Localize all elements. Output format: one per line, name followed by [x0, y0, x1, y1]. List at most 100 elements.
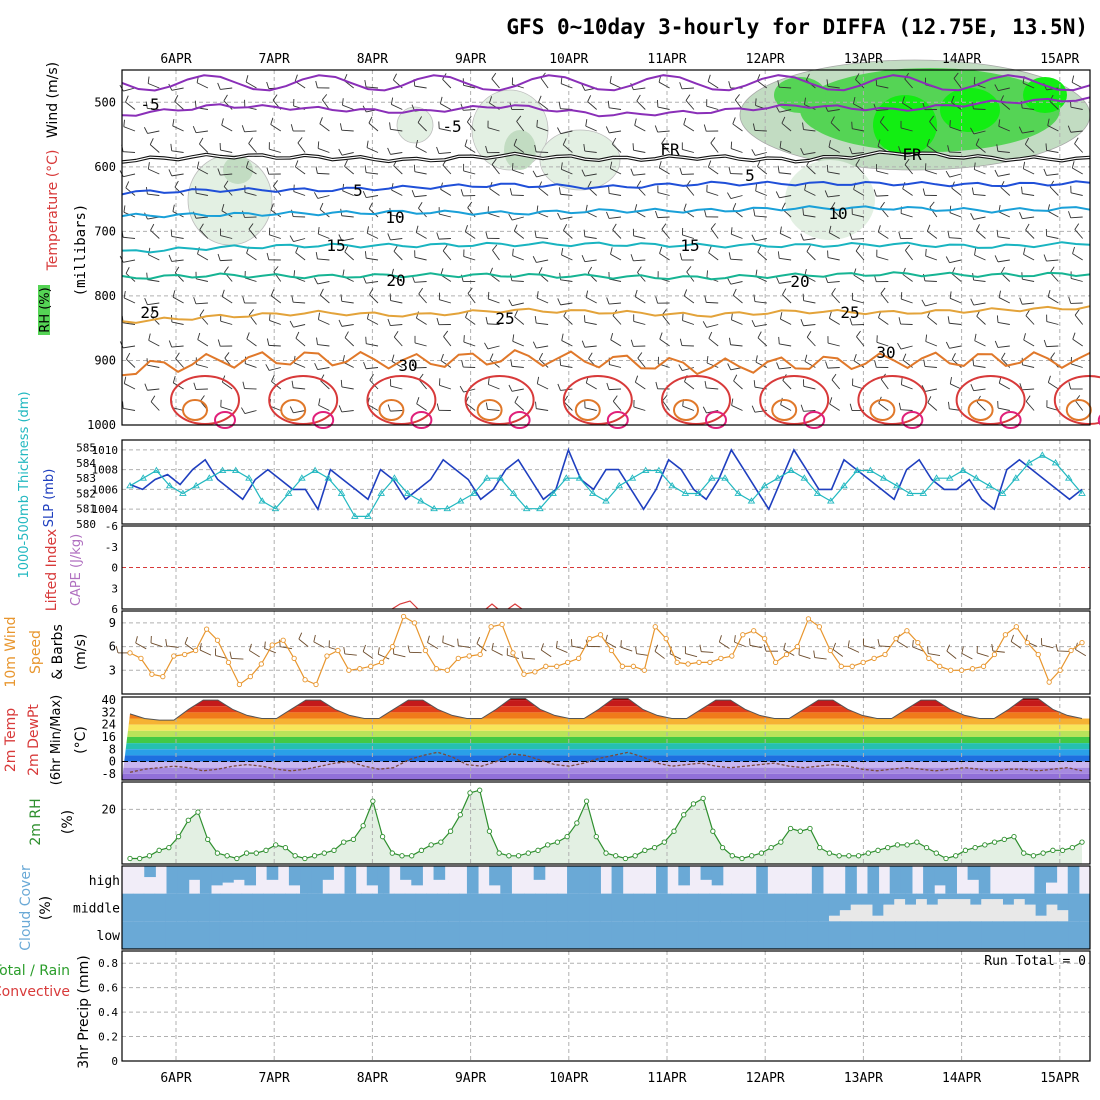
wind-speed-point — [751, 628, 757, 634]
wind-barb-flag — [847, 640, 850, 648]
cloud-bar-high — [967, 866, 980, 880]
precip-tick-0.6: 0.6 — [98, 982, 118, 995]
wind-barb-flag — [172, 204, 175, 212]
wind-barb-staff — [439, 299, 452, 304]
rh-area — [130, 790, 1082, 864]
wind-barb-staff — [610, 339, 622, 347]
thickness-point — [324, 474, 333, 481]
wind-barb — [679, 167, 694, 175]
wind-barb-staff — [733, 294, 743, 304]
wind-barb-flag — [637, 352, 643, 359]
wind-barb — [634, 375, 646, 390]
cloud-bar-low — [230, 921, 243, 949]
wind-barb-staff — [829, 317, 840, 325]
wind-barb — [168, 169, 184, 177]
wind-barb-staff — [1048, 382, 1059, 390]
wind-barb-staff — [633, 87, 646, 91]
wind-barb-flag — [466, 115, 472, 123]
wind-barb — [798, 647, 811, 660]
rh-shade-region — [223, 156, 253, 184]
wind-barb-staff — [1072, 167, 1083, 175]
wind-barb — [609, 75, 622, 89]
wind-barb-staff — [951, 187, 962, 196]
wind-barb-staff — [1046, 345, 1059, 348]
wind-tick-9: 9 — [109, 616, 116, 630]
wind-barb-flag — [509, 188, 513, 196]
wind-units-label: (m/s) — [73, 634, 89, 671]
wind-barb-flag — [508, 213, 513, 221]
wind-barb-flag — [776, 362, 780, 370]
rh-point — [855, 853, 862, 859]
wind-barb-staff — [779, 172, 792, 175]
thickness-point — [483, 474, 491, 481]
wind-barb-staff — [393, 653, 406, 658]
wind-barb-staff — [661, 229, 670, 239]
wind-barb — [532, 256, 549, 263]
wind-barb-flag — [436, 403, 440, 411]
wind-barb-staff — [341, 215, 354, 218]
wind-barb — [585, 290, 597, 304]
wind-barb-staff — [803, 385, 816, 390]
wind-barb-staff — [293, 238, 306, 243]
wind-barb-flag — [199, 643, 202, 651]
contour-label-fr: FR — [660, 140, 680, 159]
wind-barb-flag — [998, 119, 1001, 127]
wind-barb-flag — [880, 287, 886, 294]
wind-barb-staff — [295, 252, 306, 261]
wind-barb-staff — [195, 302, 208, 305]
wind-barb-staff — [147, 302, 160, 306]
thickness-point — [588, 489, 597, 496]
wind-barb-staff — [949, 297, 962, 304]
wind-barb — [266, 252, 281, 261]
contour-label-fr: FR — [902, 145, 922, 164]
cloud-bar-low — [959, 921, 971, 949]
wind-barb-flag — [970, 384, 975, 391]
wind-barb-staff — [341, 238, 354, 242]
wind-barb-staff — [488, 298, 500, 304]
wind-barb-flag — [436, 317, 440, 325]
wind-barb-staff — [268, 344, 281, 347]
wind-barb-flag — [248, 309, 254, 316]
rh-point — [933, 850, 939, 856]
cloud-bar-middle — [567, 893, 580, 922]
wind-barb-staff — [734, 641, 746, 648]
wind-barb — [1068, 211, 1083, 219]
rh-point — [574, 820, 580, 826]
rh-point — [661, 839, 667, 845]
wind-barb-staff — [342, 104, 354, 110]
wind-speed-point — [258, 661, 264, 667]
wind-barb-flag — [342, 183, 345, 191]
rh-point — [224, 853, 230, 859]
wind-barb-flag — [581, 84, 586, 91]
cloud-gap-middle — [959, 899, 971, 922]
cloud-bar-low — [209, 921, 221, 949]
wind-barb — [876, 335, 889, 347]
wind-barb — [266, 338, 281, 347]
wind-tick-3: 3 — [109, 663, 116, 677]
precip-label-convective: Convective — [0, 984, 70, 1000]
wind-barb — [364, 251, 379, 261]
wind-barb — [195, 357, 209, 368]
wind-barb — [826, 79, 840, 89]
wind-barb-flag — [196, 161, 200, 169]
wind-barb-staff — [798, 654, 811, 660]
wind-barb — [996, 315, 1010, 325]
wind-barb-staff — [657, 192, 670, 196]
wind-barb-staff — [755, 190, 767, 196]
wind-barb-staff — [319, 123, 330, 132]
wind-barb-staff — [755, 361, 767, 368]
wind-barb-flag — [970, 127, 975, 135]
wind-barb-flag — [123, 205, 126, 213]
wind-barb — [1071, 75, 1083, 89]
wind-barb-staff — [150, 229, 160, 239]
wind-speed-point — [827, 647, 833, 654]
wind-barb — [800, 404, 816, 412]
rh-point — [651, 844, 658, 851]
date-top-6APR: 6APR — [160, 52, 191, 67]
wind-barb-staff — [974, 340, 986, 347]
rh-point — [642, 847, 648, 853]
cloud-gap-middle — [861, 904, 873, 922]
cloud-bar-high — [578, 866, 590, 894]
wind-barb-flag — [901, 96, 905, 104]
wind-speed-point — [466, 653, 472, 659]
